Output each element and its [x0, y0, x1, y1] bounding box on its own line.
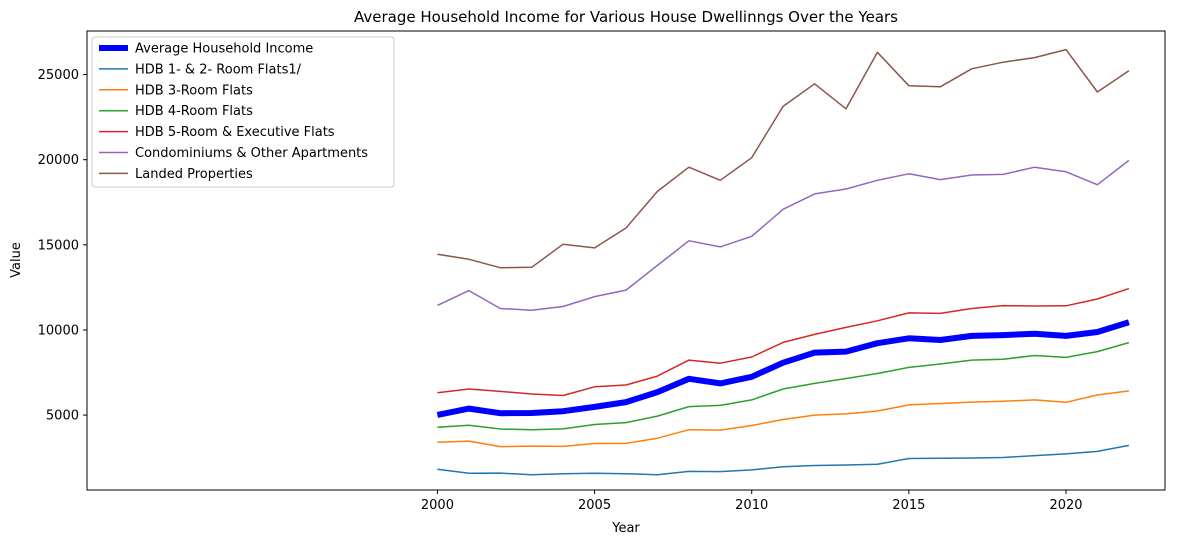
plot-frame: [86, 30, 1166, 491]
series-line-1: [437, 444, 1130, 476]
series-line-3: [437, 341, 1130, 431]
x-axis-title: Year: [611, 521, 640, 536]
legend-label-0: Average Household Income: [135, 42, 313, 57]
series-line-0: [436, 319, 1130, 418]
y-tick-label-0: 5000: [46, 409, 79, 424]
series-line-4: [437, 287, 1130, 397]
y-tick-label-2: 15000: [38, 238, 79, 253]
y-axis: 5000 10000 15000 20000 25000: [38, 68, 87, 424]
y-tick-label-1: 10000: [38, 323, 79, 338]
x-tick-label-4: 2020: [1049, 498, 1082, 513]
chart-title: Average Household Income for Various Hou…: [354, 8, 898, 26]
x-tick-label-3: 2015: [892, 498, 925, 513]
x-tick-label-1: 2005: [578, 498, 611, 513]
legend-label-6: Landed Properties: [135, 167, 253, 182]
x-axis: 2000 2005 2010 2015 2020: [421, 490, 1083, 513]
legend-label-4: HDB 5-Room & Executive Flats: [135, 125, 335, 140]
legend-label-2: HDB 3-Room Flats: [135, 83, 253, 98]
x-tick-label-2: 2010: [735, 498, 768, 513]
y-tick-label-4: 25000: [38, 68, 79, 83]
series-line-5: [437, 159, 1130, 311]
legend-label-1: HDB 1- & 2- Room Flats1/: [135, 62, 302, 77]
y-axis-title: Value: [9, 242, 24, 278]
y-tick-label-3: 20000: [38, 153, 79, 168]
legend: Average Household Income HDB 1- & 2- Room…: [91, 36, 395, 188]
x-tick-label-0: 2000: [421, 498, 454, 513]
legend-box: [91, 36, 395, 188]
series-layer: [436, 48, 1130, 476]
legend-label-3: HDB 4-Room Flats: [135, 104, 253, 119]
series-line-2: [437, 390, 1129, 448]
legend-label-5: Condominiums & Other Apartments: [135, 146, 368, 161]
series-line-6: [437, 48, 1130, 269]
